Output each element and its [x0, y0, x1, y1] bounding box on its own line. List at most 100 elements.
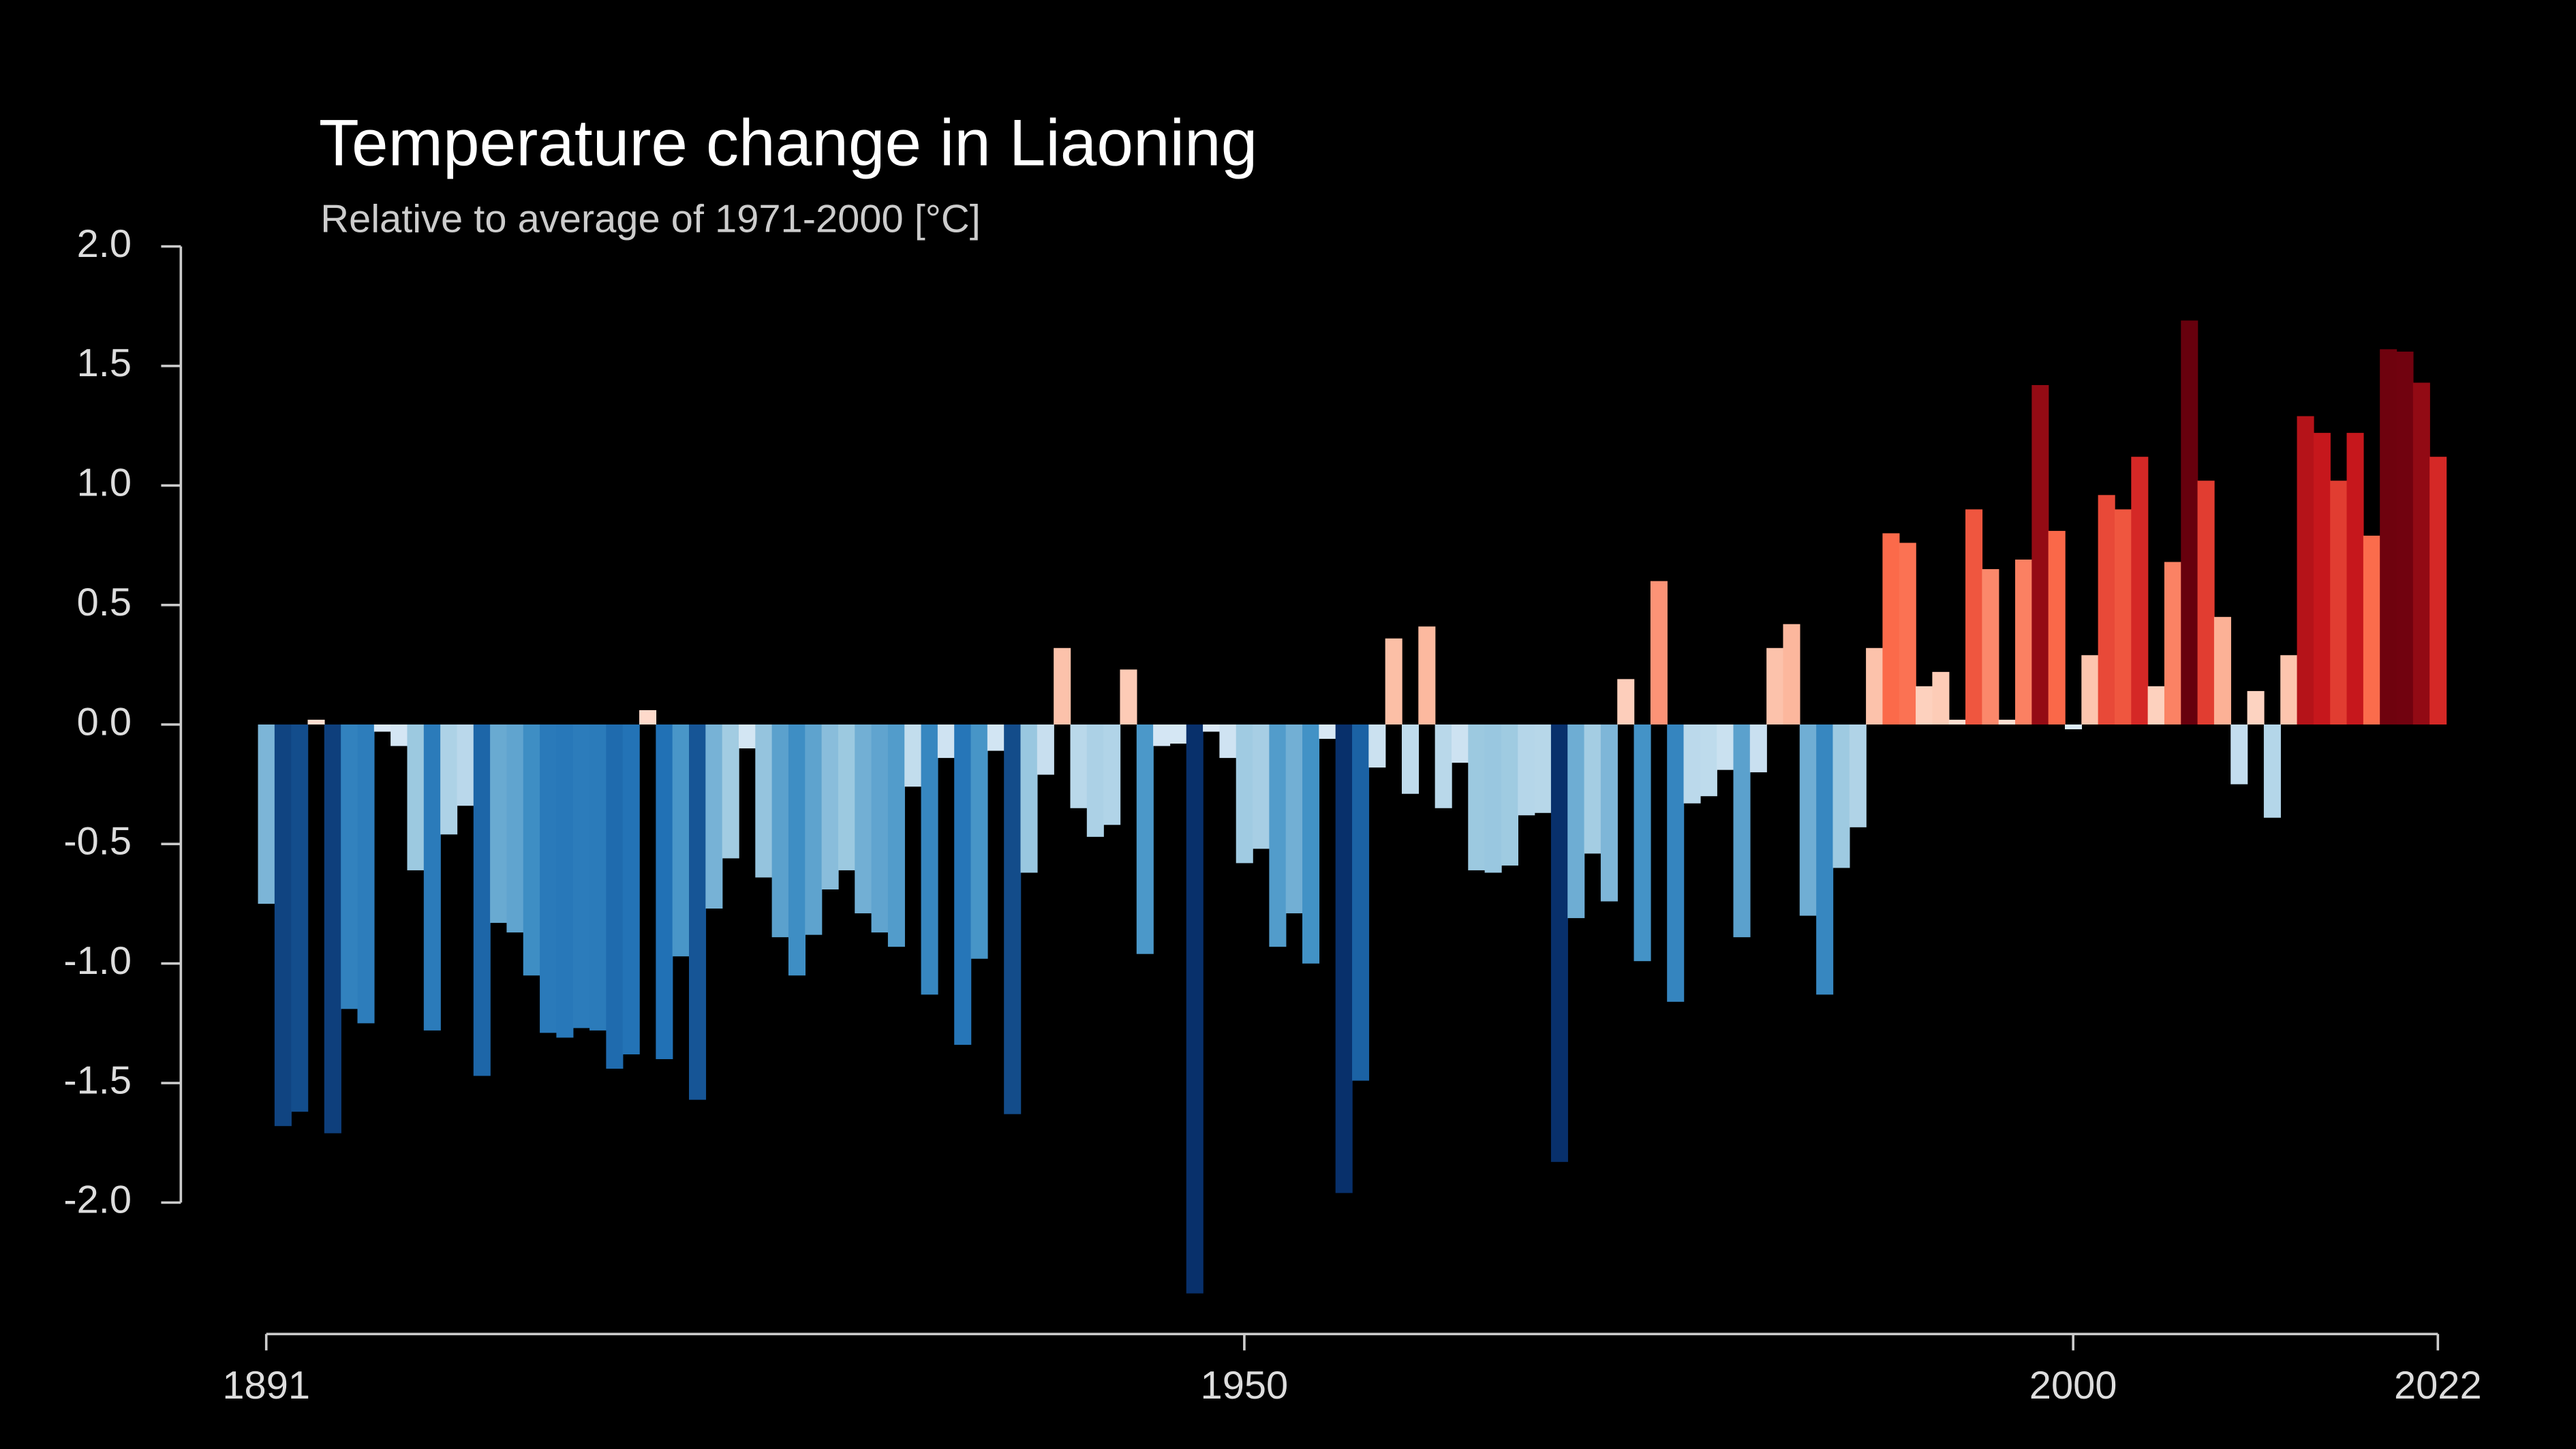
bar [1004, 724, 1022, 1114]
bar [1717, 724, 1734, 770]
y-tick-label: -1.0 [63, 939, 132, 983]
bar [1037, 724, 1054, 775]
bar [1418, 626, 1436, 724]
bar [1766, 647, 1784, 724]
bar [887, 724, 905, 947]
bar [689, 724, 707, 1100]
bar [1285, 724, 1303, 914]
bar [2230, 724, 2248, 784]
bar [291, 724, 309, 1112]
bar [1020, 724, 1038, 873]
bar [2280, 655, 2298, 724]
bar [871, 724, 889, 933]
bar [1269, 724, 1287, 947]
bar [490, 724, 508, 924]
bar [440, 724, 458, 835]
bar [2330, 481, 2348, 724]
bar [390, 724, 408, 746]
bar [473, 724, 491, 1076]
bar [1120, 669, 1137, 724]
bar [1468, 724, 1486, 870]
bar [788, 724, 806, 976]
bar [1899, 543, 1916, 724]
bar [821, 724, 839, 889]
chart-title: Temperature change in Liaoning [319, 106, 1257, 179]
bar [2048, 530, 2066, 724]
bar [1783, 624, 1800, 724]
bar [407, 724, 425, 870]
bar [1749, 724, 1767, 773]
y-tick-label: -1.5 [63, 1058, 132, 1102]
bar [2081, 655, 2099, 724]
x-tick-label: 2022 [2394, 1364, 2482, 1407]
bar [2396, 351, 2414, 724]
bar [2131, 457, 2149, 724]
bar [2197, 481, 2215, 724]
bar [855, 724, 872, 914]
bar [1833, 724, 1850, 868]
bar [1816, 724, 1834, 995]
bar [1849, 724, 1867, 827]
bar [1203, 724, 1221, 732]
bar [1932, 671, 1950, 724]
bar [622, 724, 640, 1054]
bar [307, 719, 325, 724]
bar [1103, 724, 1121, 825]
bar [1335, 724, 1353, 1193]
bar [1401, 724, 1420, 794]
bar [1550, 724, 1568, 1162]
bar [705, 724, 723, 909]
bar [2181, 320, 2198, 724]
bar [1634, 724, 1651, 962]
bar [1352, 724, 1370, 1081]
bar [357, 724, 375, 1024]
bar [1186, 724, 1203, 1294]
x-tick-label: 1950 [1201, 1364, 1289, 1407]
bar [921, 724, 938, 995]
bar [1998, 719, 2016, 724]
chart-subtitle: Relative to average of 1971-2000 [°C] [320, 198, 981, 241]
y-tick-label: 2.0 [77, 222, 132, 266]
bar [572, 724, 590, 1028]
bar [506, 724, 524, 933]
bar [1650, 581, 1668, 724]
bar [423, 724, 441, 1031]
bar [2412, 382, 2430, 724]
bar [904, 724, 922, 787]
bar [1136, 724, 1154, 954]
bar [805, 724, 823, 935]
bar [2263, 724, 2281, 818]
bar [937, 724, 955, 759]
bar [2380, 349, 2397, 724]
x-tick-label: 1891 [222, 1364, 310, 1407]
bar [1518, 724, 1535, 816]
bar [258, 724, 275, 904]
bar [987, 724, 1005, 751]
bar [2297, 416, 2314, 724]
bar [324, 724, 341, 1133]
bar [1733, 724, 1751, 938]
bar [1982, 569, 1999, 724]
y-tick-label: 0.0 [77, 700, 132, 744]
y-tick-label: 1.5 [77, 341, 132, 385]
bar [1916, 686, 1933, 724]
bar [2346, 433, 2364, 724]
bar [1600, 724, 1618, 902]
y-tick-label: -2.0 [63, 1178, 132, 1222]
bar [1683, 724, 1701, 804]
bar [755, 724, 773, 878]
bar [738, 724, 756, 749]
bar [2213, 617, 2231, 724]
bar [656, 724, 673, 1060]
bar [2164, 562, 2181, 724]
bar [606, 724, 624, 1069]
bar [1866, 647, 1884, 724]
bar [1435, 724, 1452, 808]
bar [1584, 724, 1601, 854]
y-tick-label: 0.5 [77, 581, 132, 624]
bar [1501, 724, 1518, 866]
bar [1617, 679, 1635, 724]
bar [1236, 724, 1253, 864]
